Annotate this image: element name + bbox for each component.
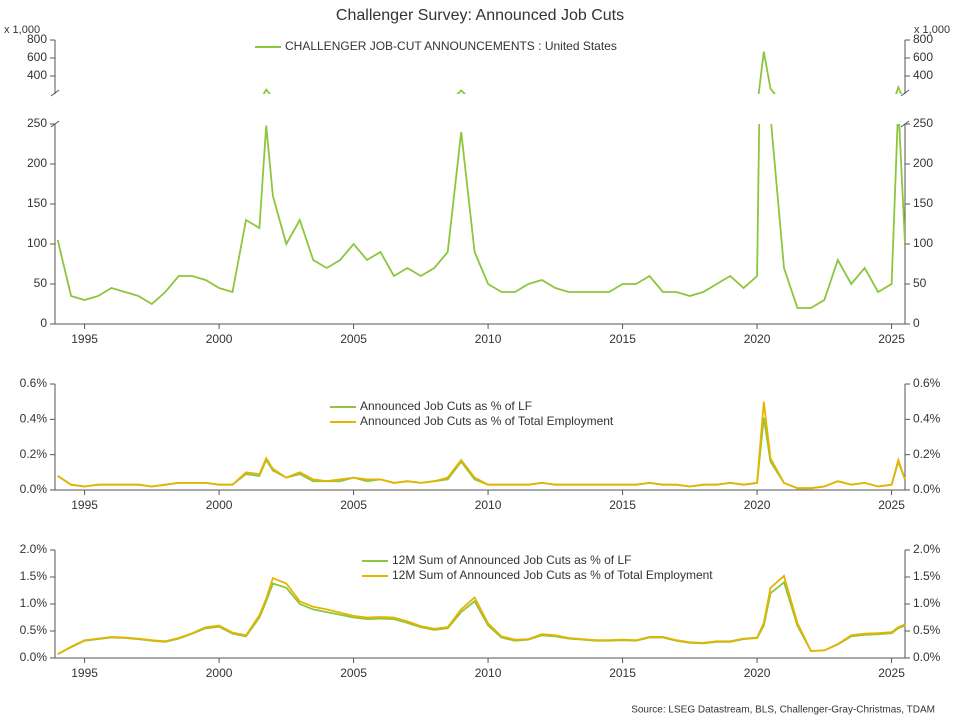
x-tick-label: 2020 (744, 666, 771, 680)
source-note: Source: LSEG Datastream, BLS, Challenger… (631, 705, 935, 716)
y-tick-label: 50 (913, 276, 927, 290)
series-line (57, 417, 906, 490)
legend-label: CHALLENGER JOB-CUT ANNOUNCEMENTS : Unite… (285, 39, 617, 53)
x-tick-label: 2005 (340, 666, 367, 680)
x-tick-label: 2015 (609, 332, 636, 346)
y-tick-label: 600 (913, 50, 933, 64)
y-tick-label: 0.5% (913, 623, 941, 637)
x-tick-label: 1995 (71, 332, 98, 346)
x-tick-label: 2020 (744, 498, 771, 512)
y-tick-label: 600 (27, 50, 47, 64)
y-tick-label: 250 (913, 116, 933, 130)
series-line (56, 124, 905, 309)
y-tick-label: 0.6% (20, 376, 48, 390)
y-tick-label: 0.0% (913, 482, 941, 496)
y-tick-label: 100 (27, 236, 47, 250)
y-tick-label: 0.2% (913, 447, 941, 461)
axis-break (50, 89, 910, 128)
x-tick-label: 2010 (475, 498, 502, 512)
series-line (262, 51, 903, 94)
x-tick-label: 2025 (878, 666, 905, 680)
x-tick-label: 2000 (206, 332, 233, 346)
y-tick-label: 0.0% (20, 482, 48, 496)
y-tick-label: 0.4% (913, 412, 941, 426)
x-tick-label: 2015 (609, 498, 636, 512)
y-tick-label: 0.0% (20, 650, 48, 664)
legend-label: 12M Sum of Announced Job Cuts as % of To… (392, 568, 713, 582)
y-tick-label: 1.0% (20, 596, 48, 610)
y-tick-label: 1.0% (913, 596, 941, 610)
y-tick-label: 400 (913, 68, 933, 82)
x-tick-label: 2020 (744, 332, 771, 346)
y-tick-label: 0.2% (20, 447, 48, 461)
x-tick-label: 2010 (475, 332, 502, 346)
y-tick-label: 400 (27, 68, 47, 82)
legend-label: Announced Job Cuts as % of Total Employm… (360, 414, 614, 428)
y-tick-label: 0 (40, 316, 47, 330)
y-tick-label: 200 (913, 156, 933, 170)
y-tick-label: 250 (27, 116, 47, 130)
x-tick-label: 2025 (878, 498, 905, 512)
x-tick-label: 2005 (340, 332, 367, 346)
y-tick-label: 150 (913, 196, 933, 210)
y-tick-label: 800 (913, 32, 933, 46)
x-tick-label: 2000 (206, 498, 233, 512)
legend-label: 12M Sum of Announced Job Cuts as % of LF (392, 553, 631, 567)
x-tick-label: 1995 (71, 666, 98, 680)
x-tick-label: 1995 (71, 498, 98, 512)
y-tick-label: 800 (27, 32, 47, 46)
y-tick-label: 1.5% (20, 569, 48, 583)
series-line (57, 574, 906, 655)
y-tick-label: 200 (27, 156, 47, 170)
x-tick-label: 2025 (878, 332, 905, 346)
y-tick-label: 0.4% (20, 412, 48, 426)
y-tick-label: 0 (913, 316, 920, 330)
y-tick-label: 150 (27, 196, 47, 210)
y-tick-label: 50 (34, 276, 48, 290)
y-tick-label: 0.5% (20, 623, 48, 637)
chart-title: Challenger Survey: Announced Job Cuts (336, 7, 624, 24)
y-tick-label: 0.0% (913, 650, 941, 664)
y-unit-left: x 1,000 (4, 24, 40, 36)
y-tick-label: 2.0% (20, 542, 48, 556)
y-tick-label: 100 (913, 236, 933, 250)
y-tick-label: 0.6% (913, 376, 941, 390)
legend-label: Announced Job Cuts as % of LF (360, 399, 532, 413)
x-tick-label: 2000 (206, 666, 233, 680)
series-line (57, 401, 906, 490)
y-unit-right: x 1,000 (914, 24, 950, 36)
x-tick-label: 2005 (340, 498, 367, 512)
series-line (57, 580, 906, 655)
x-tick-label: 2015 (609, 666, 636, 680)
y-tick-label: 1.5% (913, 569, 941, 583)
x-tick-label: 2010 (475, 666, 502, 680)
y-tick-label: 2.0% (913, 542, 941, 556)
